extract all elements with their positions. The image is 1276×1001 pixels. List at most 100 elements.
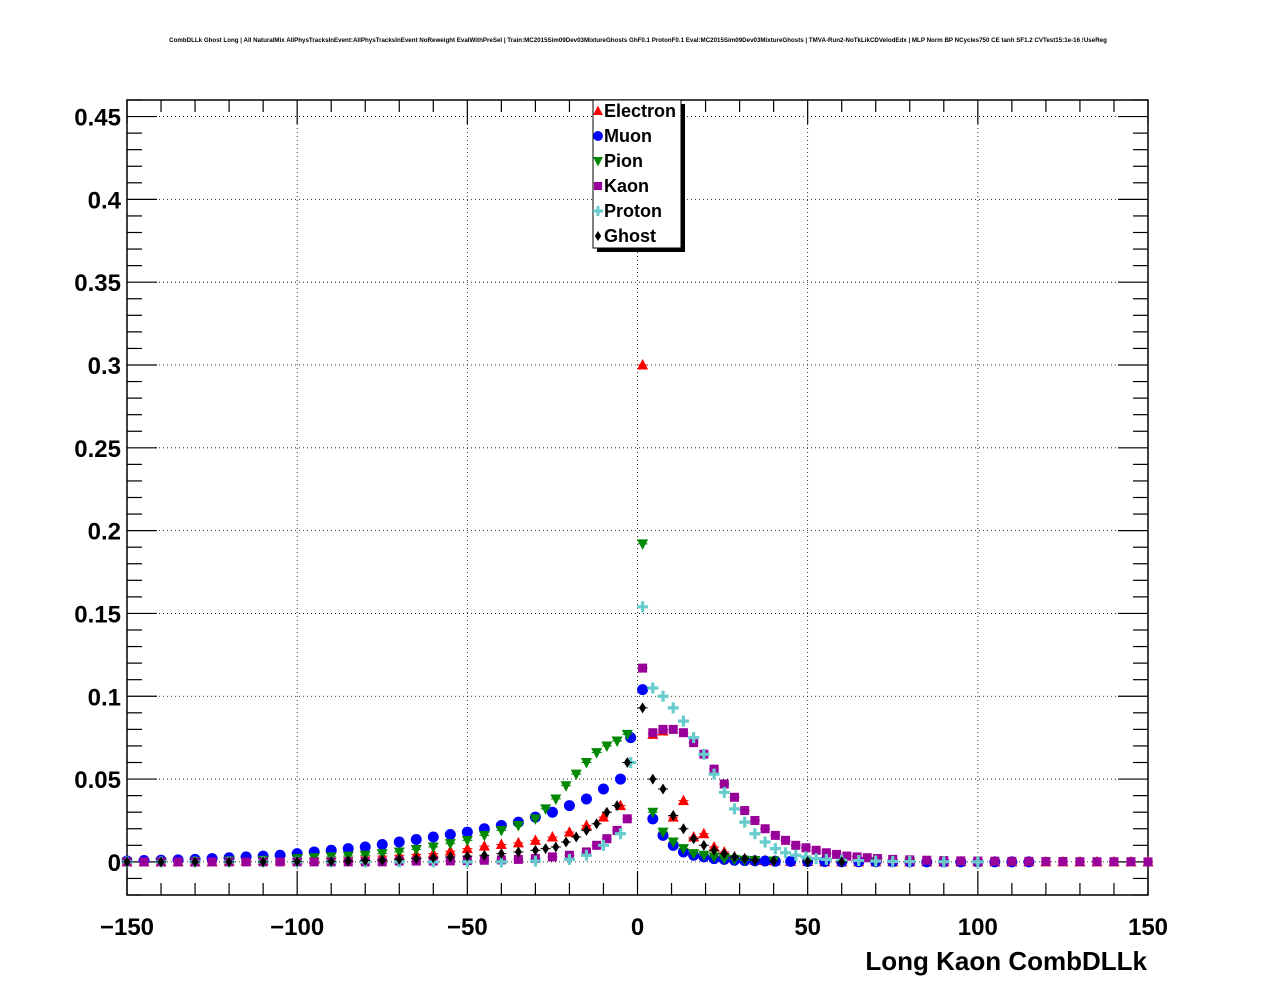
data-point xyxy=(461,856,473,868)
data-point xyxy=(740,806,750,816)
data-point xyxy=(495,856,507,868)
data-point xyxy=(546,806,558,818)
data-point xyxy=(659,783,667,795)
data-point xyxy=(495,825,507,837)
legend-label-ghost: Ghost xyxy=(604,226,656,246)
data-point xyxy=(708,852,720,863)
data-point xyxy=(759,836,771,848)
data-point xyxy=(376,838,388,850)
legend-box xyxy=(592,99,682,249)
data-point xyxy=(708,768,720,780)
data-point xyxy=(478,830,490,842)
data-point xyxy=(191,856,199,868)
data-point xyxy=(275,857,285,867)
data-point xyxy=(741,853,749,865)
legend-marker-kaon xyxy=(593,181,603,191)
data-point xyxy=(512,820,524,832)
data-point xyxy=(749,828,761,840)
data-point xyxy=(570,769,582,781)
data-point xyxy=(719,779,729,789)
data-series xyxy=(121,359,1154,868)
data-point xyxy=(546,831,558,842)
x-axis-title: Long Kaon CombDLLk xyxy=(865,946,1147,976)
data-point xyxy=(810,853,822,865)
data-point xyxy=(647,813,659,825)
data-point xyxy=(512,836,524,848)
data-point xyxy=(582,824,590,836)
data-point xyxy=(542,843,550,855)
data-point xyxy=(580,849,592,861)
data-point xyxy=(657,827,669,839)
data-point xyxy=(361,855,369,867)
data-point xyxy=(444,845,456,856)
x-tick-label: 50 xyxy=(794,914,821,941)
data-point xyxy=(637,684,649,696)
y-tick-label: 0.1 xyxy=(88,684,121,711)
data-point xyxy=(720,848,728,860)
data-point xyxy=(259,856,267,868)
data-point xyxy=(378,854,386,866)
data-point xyxy=(602,834,612,844)
data-point xyxy=(123,856,131,868)
x-tick-labels: −150 −100 −50 0 50 100 150 xyxy=(100,914,1168,941)
data-point xyxy=(853,855,865,867)
data-point xyxy=(157,856,165,868)
data-point xyxy=(838,856,846,868)
data-point xyxy=(718,854,730,865)
data-point xyxy=(637,601,649,613)
data-point xyxy=(842,851,852,861)
data-point xyxy=(580,793,592,805)
data-point xyxy=(572,831,580,843)
data-point xyxy=(393,847,405,858)
data-point xyxy=(592,840,602,850)
legend-label-muon: Muon xyxy=(604,126,652,146)
data-point xyxy=(359,841,371,853)
data-point xyxy=(552,841,560,853)
legend-marker-ghost xyxy=(594,231,602,241)
data-point xyxy=(638,663,648,673)
data-point xyxy=(698,827,710,839)
data-point xyxy=(395,853,403,865)
data-point xyxy=(852,852,862,862)
data-point xyxy=(621,729,633,741)
y-tick-label: 0.3 xyxy=(88,353,121,380)
data-point xyxy=(623,757,631,768)
data-point xyxy=(597,839,609,851)
data-point xyxy=(560,781,572,792)
data-point xyxy=(562,836,570,848)
data-point xyxy=(427,831,439,843)
x-tick-label: −50 xyxy=(447,914,488,941)
series-proton xyxy=(121,601,984,868)
x-tick-label: 150 xyxy=(1128,914,1168,941)
data-point xyxy=(513,854,523,864)
data-point xyxy=(922,855,932,865)
data-point xyxy=(1007,856,1017,866)
data-point xyxy=(478,840,490,851)
data-point xyxy=(173,857,183,867)
data-point xyxy=(647,682,659,694)
x-tick-label: −100 xyxy=(270,914,324,941)
data-point xyxy=(781,835,791,845)
data-point xyxy=(529,855,541,867)
legend-label-pion: Pion xyxy=(604,151,643,171)
x-tick-label: 100 xyxy=(958,914,998,941)
data-point xyxy=(444,829,456,841)
data-point xyxy=(225,856,233,868)
data-point xyxy=(1041,857,1051,867)
y-tick-labels: 0 0.05 0.1 0.15 0.2 0.25 0.3 0.35 0.4 0.45 xyxy=(74,105,121,877)
x-tick-label: 0 xyxy=(631,914,644,941)
data-point xyxy=(710,844,718,856)
data-point xyxy=(718,786,730,798)
data-point xyxy=(514,846,522,858)
data-point xyxy=(601,741,613,752)
data-point xyxy=(751,854,759,866)
legend-items: Electron Muon Pion Kaon Proton Ghost xyxy=(593,101,676,246)
data-point xyxy=(327,855,335,867)
y-tick-label: 0.2 xyxy=(88,519,121,546)
data-point xyxy=(872,854,882,864)
data-point xyxy=(1024,856,1034,866)
data-point xyxy=(563,800,575,812)
data-point xyxy=(821,848,831,858)
data-point xyxy=(728,803,740,815)
data-point xyxy=(446,851,454,863)
